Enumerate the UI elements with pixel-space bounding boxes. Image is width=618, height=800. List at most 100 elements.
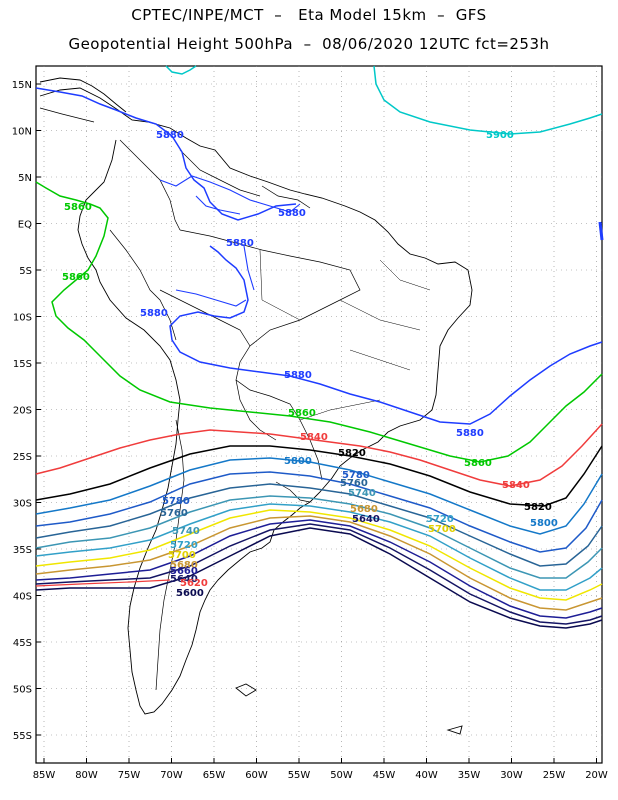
label-5660: 5660 [170,566,198,577]
map-subtitle: Geopotential Height 500hPa – 08/06/2020 … [68,35,550,53]
contour-5840 [35,423,603,487]
lon-tick-label: 30W [500,770,523,781]
contour-5680 [35,515,603,611]
lon-tick-label: 20W [585,770,608,781]
lat-tick-label: 30S [13,499,32,510]
label-5720-b: 5720 [426,514,454,525]
label-5700-a: 5700 [168,550,196,561]
lat-tick-label: 5N [18,173,32,184]
brazil-states [259,249,431,421]
falklands [235,683,257,697]
colombia-border [119,139,181,231]
label-5880-a: 5880 [156,130,184,141]
label-5740-a: 5740 [172,526,200,537]
label-5780-b: 5780 [342,470,370,481]
lat-tick-label: 55S [13,731,32,742]
label-5640-a: 5640 [170,574,198,585]
lat-tick-label: 15N [12,80,32,91]
lon-tick-label: 65W [203,770,226,781]
label-5820-b: 5820 [524,502,552,513]
lat-tick-label: 5S [19,266,32,277]
contour-5880-b [169,245,603,425]
contour-5600 [35,527,603,629]
label-5860-d: 5860 [464,458,492,469]
label-5700-b: 5700 [428,524,456,535]
label-5880-e: 5880 [284,370,312,381]
lat-tick-label: 10S [13,313,32,324]
longitude-ticks: 85W 80W 75W 70W 65W 60W 55W 50W 45W 40W 35W 30W 25W 2… [33,770,608,781]
rivers [159,175,301,307]
contour-5900-b [373,65,603,135]
map-title: CPTEC/INPE/MCT – Eta Model 15km – GFS [131,6,487,24]
label-5640-b: 5640 [352,514,380,525]
contour-5760 [35,483,603,567]
contour-5620 [35,579,171,587]
label-5680-a: 5680 [170,560,198,571]
amazon-river [159,175,301,213]
label-5880-f: 5880 [456,428,484,439]
lat-tick-label: 15S [13,359,32,370]
label-5600: 5600 [176,588,204,599]
lat-tick-label: 35S [13,545,32,556]
lon-tick-label: 35W [458,770,481,781]
south-america-coastline [39,87,473,715]
label-5860-a: 5860 [64,202,92,213]
argentina-chile-border [155,419,185,691]
guianas-border [261,185,311,209]
lat-tick-label: 20S [13,406,32,417]
river-4 [243,245,255,291]
label-5800-a: 5800 [284,456,312,467]
contour-5820 [35,445,603,507]
coastlines [39,77,604,735]
contour-5900-a [165,65,197,75]
contour-5880-a [35,87,297,221]
label-5860-c: 5860 [288,408,316,419]
contour-5640 [35,523,603,625]
lon-tick-label: 40W [415,770,438,781]
label-5720-a: 5720 [170,540,198,551]
peru-border [109,229,177,341]
lon-tick-label: 45W [373,770,396,781]
lat-tick-label: 25S [13,452,32,463]
lon-tick-label: 75W [118,770,141,781]
south-georgia [446,725,463,735]
contour-labels: 5900 5880 5880 5880 5880 5880 5880 5860 … [62,130,558,599]
map-frame [35,65,603,764]
label-5760-a: 5760 [160,508,188,519]
contour-5780 [35,471,603,553]
contour-5660 [35,519,603,619]
contour-5860 [35,181,603,463]
river-2 [195,195,241,215]
graticule [36,66,602,763]
label-5880-c: 5880 [226,238,254,249]
contour-5740 [35,495,603,579]
label-5620: 5620 [180,578,208,589]
label-5900: 5900 [486,130,514,141]
river-3 [175,289,247,307]
contour-lines [35,65,603,629]
lat-tick-label: 50S [13,685,32,696]
label-5840-a: 5840 [300,432,328,443]
lon-tick-label: 60W [245,770,268,781]
island-east [598,221,604,241]
label-5880-d: 5880 [140,308,168,319]
latitude-ticks: 15N 10N 5N EQ 5S 10S 15S 20S 25S 30S 35S 40S 45S 50S 5… [12,80,32,742]
lon-tick-label: 55W [288,770,311,781]
contour-5800 [35,457,603,535]
lon-tick-label: 80W [75,770,98,781]
contour-5720 [35,503,603,591]
venezuela-border [179,149,261,197]
lon-tick-label: 85W [33,770,56,781]
label-5800-b: 5800 [530,518,558,529]
label-5820-a: 5820 [338,448,366,459]
lat-tick-label: 45S [13,638,32,649]
lon-tick-label: 50W [330,770,353,781]
contour-5700 [35,509,603,601]
panama-coastline [39,107,95,123]
label-5880-b: 5880 [278,208,306,219]
central-america-coastline [39,77,127,113]
lon-tick-label: 70W [160,770,183,781]
lat-tick-label: EQ [18,220,32,231]
label-5860-b: 5860 [62,272,90,283]
